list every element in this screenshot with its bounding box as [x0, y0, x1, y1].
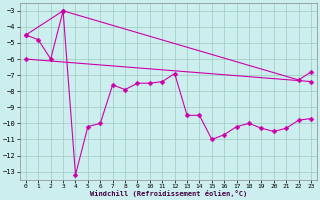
- X-axis label: Windchill (Refroidissement éolien,°C): Windchill (Refroidissement éolien,°C): [90, 190, 247, 197]
